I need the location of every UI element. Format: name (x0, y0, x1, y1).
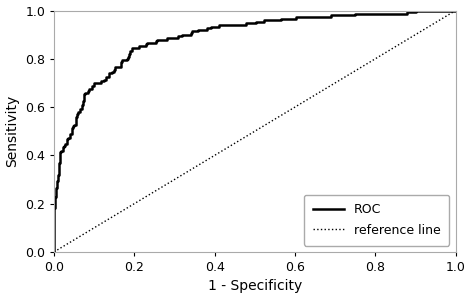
Legend: ROC, reference line: ROC, reference line (304, 195, 449, 245)
Y-axis label: Sensitivity: Sensitivity (6, 95, 20, 167)
X-axis label: 1 - Specificity: 1 - Specificity (208, 280, 302, 293)
